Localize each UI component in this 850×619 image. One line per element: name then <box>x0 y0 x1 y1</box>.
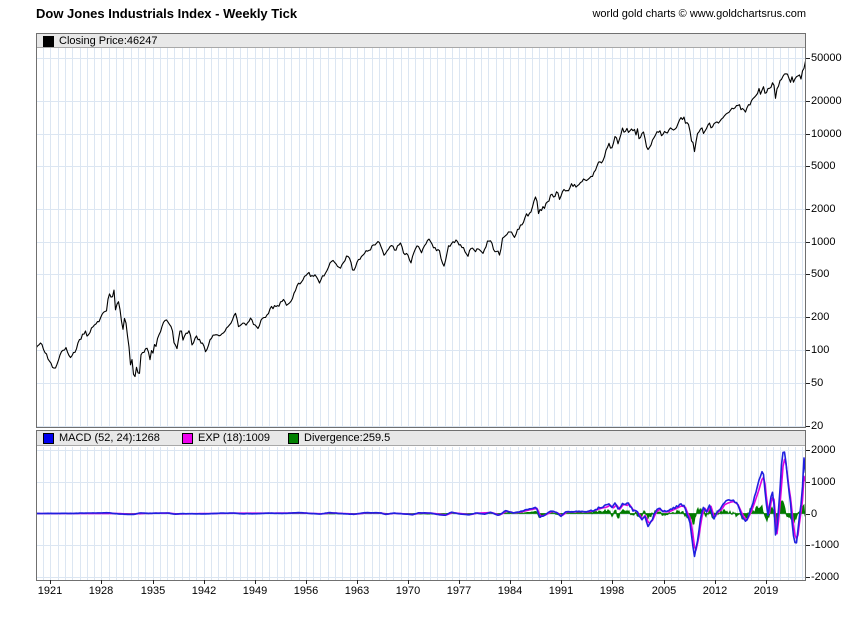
page-title: Dow Jones Industrials Index - Weekly Tic… <box>36 6 298 21</box>
closing-price-value: 46247 <box>126 35 158 47</box>
price-axis-label: 50000 <box>811 51 842 64</box>
price-legend-bar: Closing Price 46247 <box>37 34 805 48</box>
divergence-swatch-icon <box>288 432 299 444</box>
year-axis-label: 1956 <box>293 585 319 597</box>
macd-label: MACD (52, 24) <box>59 432 135 444</box>
divergence-label: Divergence <box>304 432 363 444</box>
macd-axis-label: 2000 <box>811 443 836 456</box>
year-axis-label: 1977 <box>446 585 472 597</box>
year-axis-label: 1963 <box>344 585 370 597</box>
year-axis-label: 1921 <box>37 585 63 597</box>
year-axis-label: 1991 <box>548 585 574 597</box>
year-axis-label: 2012 <box>702 585 728 597</box>
credit-text: world gold charts © www.goldchartsrus.co… <box>592 8 806 20</box>
price-axis-label: 10000 <box>811 127 842 140</box>
year-axis-label: 1942 <box>191 585 217 597</box>
divergence-value: 259.5 <box>362 432 391 444</box>
price-axis-label: 20000 <box>811 94 842 107</box>
exp-value: 1009 <box>245 432 270 444</box>
year-axis-label: 1928 <box>88 585 114 597</box>
macd-legend-bar: MACD (52, 24) 1268 EXP (18) 1009 Diverge… <box>37 431 805 446</box>
price-axis-label: 2000 <box>811 202 836 215</box>
price-axis-label: 50 <box>811 376 824 389</box>
year-axis-label: 1998 <box>599 585 625 597</box>
price-axis-label: 5000 <box>811 159 836 172</box>
macd-value: 1268 <box>135 432 160 444</box>
price-axis-label: 100 <box>811 343 830 356</box>
price-axis-label: 500 <box>811 267 830 280</box>
macd-axis-label: 0 <box>811 507 818 520</box>
year-axis-label: 2005 <box>651 585 677 597</box>
macd-legend-item: MACD (52, 24) 1268 <box>43 432 160 444</box>
year-axis-label: 1949 <box>242 585 268 597</box>
closing-price-label: Closing Price <box>59 35 127 47</box>
year-axis-label: 1970 <box>395 585 421 597</box>
closing-price-swatch-icon <box>43 35 54 47</box>
exp-label: EXP (18) <box>198 432 246 444</box>
year-axis-label: 1935 <box>140 585 166 597</box>
macd-axis-label: 1000 <box>811 475 836 488</box>
price-axis-label: 1000 <box>811 235 836 248</box>
macd-swatch-icon <box>43 432 54 444</box>
macd-axis-label: -2000 <box>811 570 840 583</box>
exp-swatch-icon <box>182 432 193 444</box>
divergence-legend-item: Divergence 259.5 <box>288 432 390 444</box>
year-axis-label: 1984 <box>497 585 523 597</box>
price-axis-label: 200 <box>811 310 830 323</box>
exp-legend-item: EXP (18) 1009 <box>182 432 270 444</box>
price-axis-label: 20 <box>811 419 824 432</box>
closing-price-legend-item: Closing Price 46247 <box>43 35 157 47</box>
macd-axis-label: -1000 <box>811 538 840 551</box>
year-axis-label: 2019 <box>753 585 779 597</box>
